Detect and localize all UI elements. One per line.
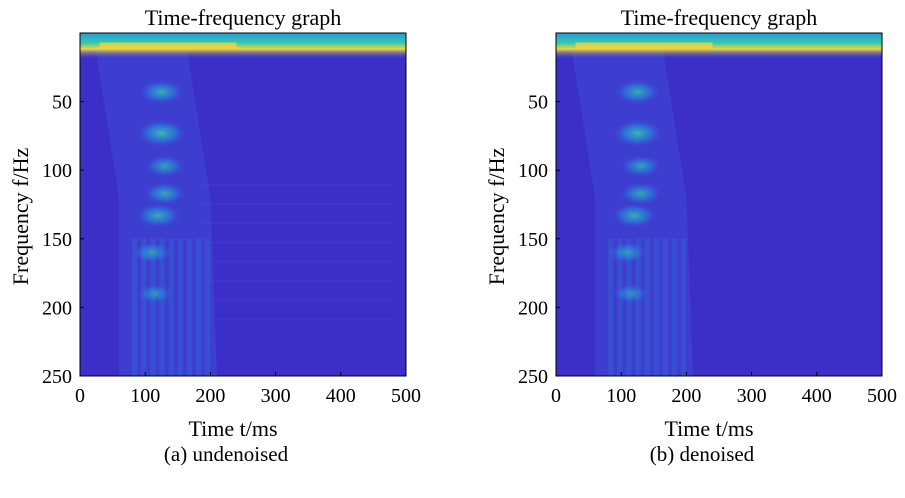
y-tick-label: 250 bbox=[42, 366, 72, 388]
energy-spot bbox=[139, 79, 184, 105]
panel-denoised: Time-frequency graph 0 100 200 300 400 500 50 10… bbox=[476, 0, 905, 498]
energy-spot bbox=[137, 283, 173, 304]
spectral-column bbox=[205, 238, 211, 376]
spectral-column bbox=[159, 238, 165, 376]
plot-area bbox=[80, 33, 406, 376]
spectral-column bbox=[141, 238, 147, 376]
noise-streak bbox=[197, 318, 393, 321]
y-tick-label: 200 bbox=[42, 297, 72, 319]
noise-streak bbox=[197, 260, 393, 263]
x-tick-label: 0 bbox=[551, 385, 561, 407]
x-tick-label: 400 bbox=[802, 385, 832, 407]
energy-spot bbox=[611, 203, 657, 228]
spectral-column bbox=[617, 238, 623, 376]
x-tick-label: 400 bbox=[326, 385, 356, 407]
spectral-column bbox=[150, 238, 156, 376]
y-tick-label: 100 bbox=[518, 160, 548, 182]
spectral-column bbox=[196, 238, 202, 376]
spectral-column bbox=[635, 238, 641, 376]
x-axis-label: Time t/ms bbox=[188, 416, 277, 440]
energy-spot bbox=[615, 79, 660, 105]
spectral-column bbox=[608, 238, 614, 376]
spectral-column bbox=[186, 238, 192, 376]
y-tick-label: 200 bbox=[518, 297, 548, 319]
heatmap-chart: Time-frequency graph 0 100 200 300 400 500 50 10… bbox=[484, 5, 897, 440]
plot-area bbox=[556, 33, 882, 376]
peak-band bbox=[575, 42, 713, 49]
panel-undenoised: Time-frequency graph 0 100 200 300 400 500 50 10… bbox=[0, 0, 452, 498]
noise-streak bbox=[197, 299, 393, 302]
heatmap-chart: Time-frequency graph 0 100 200 300 400 500 50 10… bbox=[8, 5, 421, 440]
spectral-column bbox=[168, 238, 174, 376]
y-tick-label: 50 bbox=[52, 92, 72, 114]
x-tick-label: 0 bbox=[75, 385, 85, 407]
spectral-column bbox=[644, 238, 650, 376]
spectral-column bbox=[662, 238, 668, 376]
y-tick-label: 50 bbox=[528, 92, 548, 114]
spectral-column bbox=[672, 238, 678, 376]
spectral-column bbox=[626, 238, 632, 376]
y-axis-label: Frequency f/Hz bbox=[8, 148, 33, 286]
energy-spot bbox=[144, 155, 185, 178]
energy-spot bbox=[613, 283, 649, 304]
spectral-column bbox=[132, 238, 138, 376]
energy-spot bbox=[620, 155, 661, 178]
y-axis-label: Frequency f/Hz bbox=[484, 148, 509, 286]
x-tick-label: 100 bbox=[606, 385, 636, 407]
y-tick-label: 250 bbox=[518, 366, 548, 388]
energy-spot bbox=[136, 119, 187, 147]
energy-spot bbox=[612, 119, 663, 147]
noise-streak bbox=[197, 203, 393, 206]
x-tick-label: 100 bbox=[130, 385, 160, 407]
panel-caption: (b) denoised bbox=[649, 442, 755, 466]
x-tick-label: 500 bbox=[391, 385, 421, 407]
energy-spot bbox=[135, 203, 181, 228]
peak-band bbox=[99, 42, 237, 49]
noise-streak bbox=[197, 241, 393, 244]
spectral-column bbox=[653, 238, 659, 376]
x-axis-label: Time t/ms bbox=[664, 416, 753, 440]
axis-frame bbox=[79, 32, 407, 377]
noise-streak bbox=[197, 337, 393, 340]
y-tick-label: 150 bbox=[42, 229, 72, 251]
spectral-column bbox=[177, 238, 183, 376]
x-tick-label: 300 bbox=[261, 385, 291, 407]
x-tick-label: 200 bbox=[195, 385, 225, 407]
noise-streak bbox=[197, 222, 393, 225]
y-tick-label: 100 bbox=[42, 160, 72, 182]
noise-streak bbox=[197, 356, 393, 359]
energy-spot bbox=[132, 241, 172, 264]
x-tick-label: 200 bbox=[671, 385, 701, 407]
axis-frame bbox=[555, 32, 883, 377]
chart-title: Time-frequency graph bbox=[621, 5, 818, 30]
panel-caption: (a) undenoised bbox=[163, 442, 289, 466]
noise-streak bbox=[197, 279, 393, 282]
x-tick-label: 500 bbox=[867, 385, 897, 407]
energy-spot bbox=[143, 182, 186, 205]
energy-spot bbox=[619, 182, 662, 205]
spectral-column bbox=[681, 238, 687, 376]
y-tick-label: 150 bbox=[518, 229, 548, 251]
noise-streak bbox=[197, 183, 393, 186]
energy-spot bbox=[608, 241, 648, 264]
chart-title: Time-frequency graph bbox=[145, 5, 342, 30]
x-tick-label: 300 bbox=[737, 385, 767, 407]
